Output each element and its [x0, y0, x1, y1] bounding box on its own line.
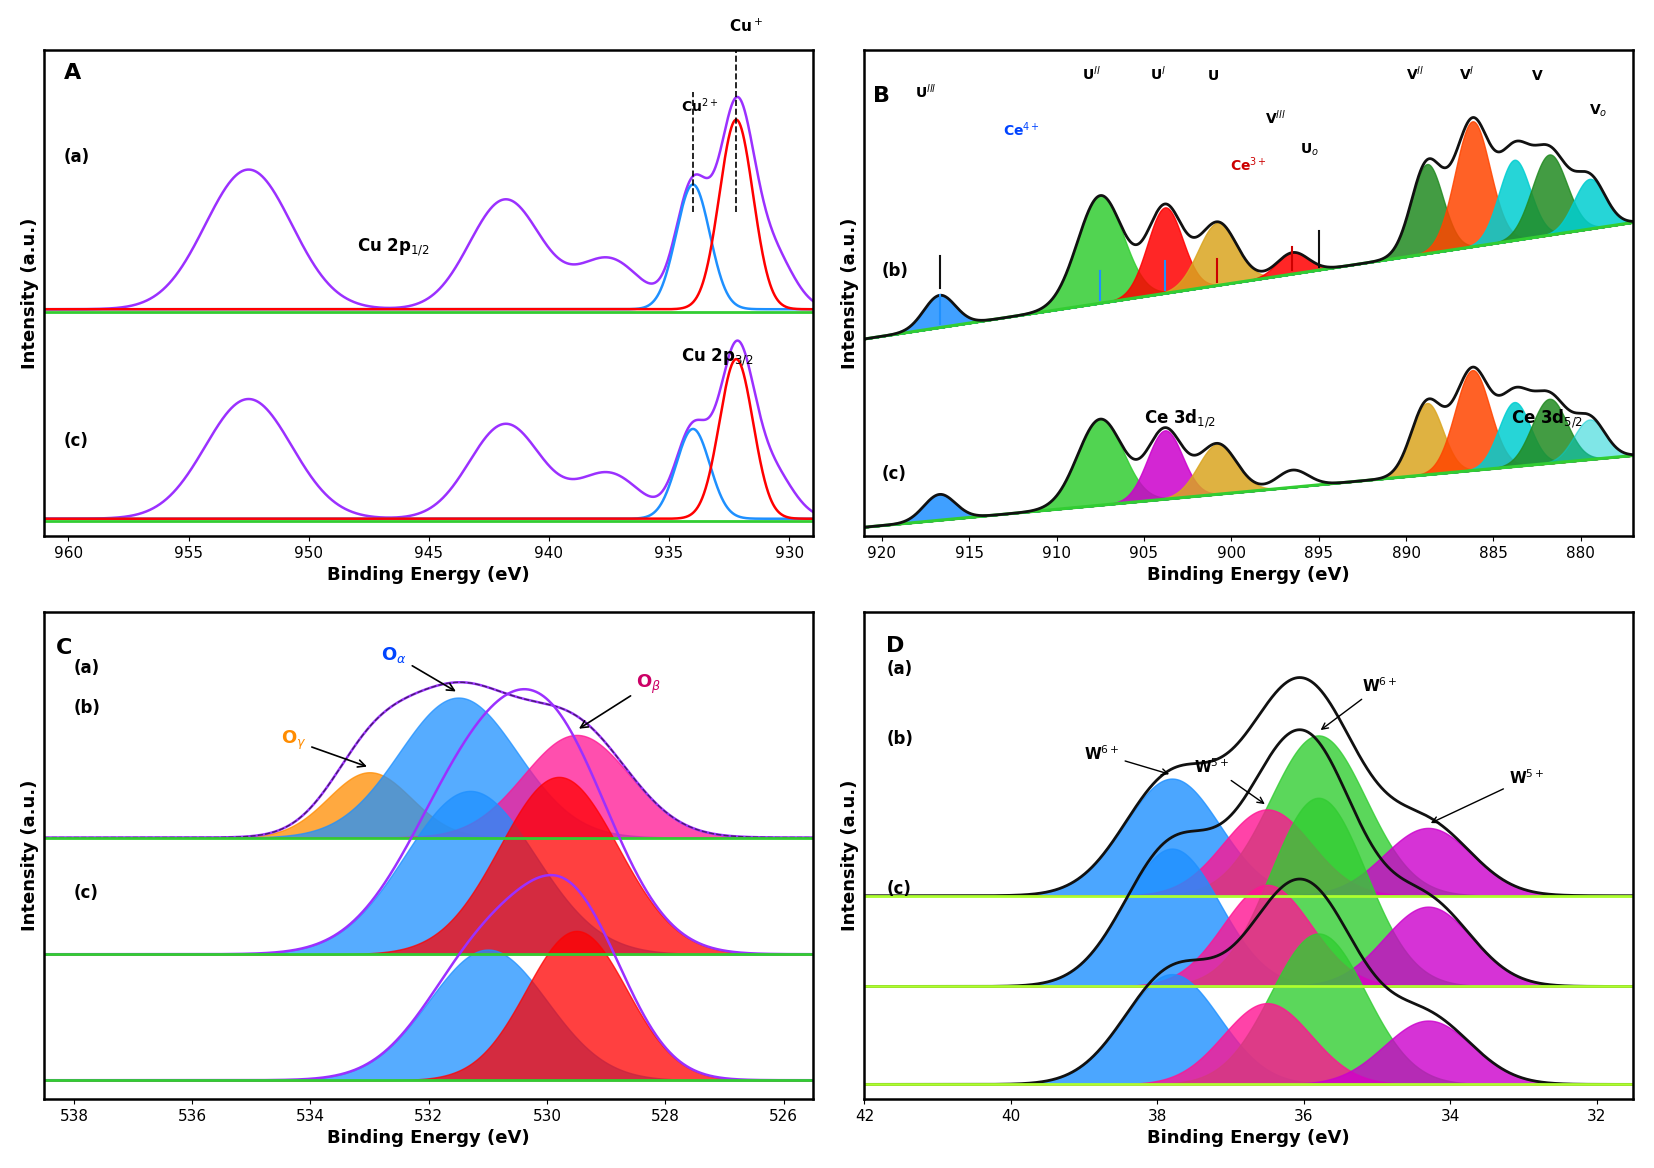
Text: U$_o$: U$_o$ [1300, 141, 1320, 158]
Text: V$^{ll}$: V$^{ll}$ [1406, 65, 1424, 83]
Text: (b): (b) [74, 698, 101, 716]
Text: Ce 3d$_{5/2}$: Ce 3d$_{5/2}$ [1510, 408, 1583, 430]
Y-axis label: Intensity (a.u.): Intensity (a.u.) [840, 217, 858, 369]
Text: D: D [887, 637, 905, 656]
X-axis label: Binding Energy (eV): Binding Energy (eV) [1148, 566, 1350, 584]
Text: (b): (b) [887, 730, 913, 749]
Text: Cu$^{2+}$: Cu$^{2+}$ [681, 97, 718, 116]
Text: (c): (c) [887, 880, 911, 897]
Text: Ce 3d$_{1/2}$: Ce 3d$_{1/2}$ [1145, 408, 1216, 430]
Text: V$^{l}$: V$^{l}$ [1459, 65, 1475, 83]
Text: U$^{l}$: U$^{l}$ [1150, 65, 1166, 83]
Text: Cu$^+$: Cu$^+$ [729, 18, 762, 35]
Text: V: V [1532, 69, 1543, 83]
Y-axis label: Intensity (a.u.): Intensity (a.u.) [22, 780, 38, 931]
Text: Ce$^{4+}$: Ce$^{4+}$ [1004, 120, 1040, 139]
Text: A: A [63, 63, 81, 83]
Text: (c): (c) [74, 884, 99, 903]
X-axis label: Binding Energy (eV): Binding Energy (eV) [1148, 1129, 1350, 1147]
Text: U$^{lll}$: U$^{lll}$ [915, 83, 936, 100]
Text: O$_{\gamma}$: O$_{\gamma}$ [281, 729, 366, 767]
Text: W$^{6+}$: W$^{6+}$ [1322, 676, 1398, 729]
Text: W$^{5+}$: W$^{5+}$ [1432, 769, 1545, 822]
Text: W$^{6+}$: W$^{6+}$ [1083, 745, 1168, 774]
Text: U: U [1207, 69, 1219, 83]
Text: O$_{\alpha}$: O$_{\alpha}$ [382, 645, 455, 690]
Text: O$_{\beta}$: O$_{\beta}$ [581, 673, 662, 728]
Text: V$_o$: V$_o$ [1589, 103, 1608, 119]
X-axis label: Binding Energy (eV): Binding Energy (eV) [327, 1129, 529, 1147]
Text: (a): (a) [887, 660, 913, 677]
Text: V$^{lll}$: V$^{lll}$ [1265, 109, 1285, 126]
Text: B: B [873, 85, 890, 106]
Text: (a): (a) [74, 659, 101, 677]
Text: (c): (c) [882, 465, 906, 482]
Text: Cu 2p$_{3/2}$: Cu 2p$_{3/2}$ [681, 347, 754, 368]
Text: (b): (b) [882, 263, 908, 280]
Text: (a): (a) [63, 148, 89, 166]
Text: Cu 2p$_{1/2}$: Cu 2p$_{1/2}$ [357, 237, 430, 258]
X-axis label: Binding Energy (eV): Binding Energy (eV) [327, 566, 529, 584]
Y-axis label: Intensity (a.u.): Intensity (a.u.) [22, 217, 38, 369]
Text: U$^{ll}$: U$^{ll}$ [1082, 65, 1102, 83]
Text: W$^{5+}$: W$^{5+}$ [1194, 757, 1264, 804]
Text: (c): (c) [63, 432, 88, 451]
Y-axis label: Intensity (a.u.): Intensity (a.u.) [840, 780, 858, 931]
Text: C: C [56, 638, 73, 659]
Text: Ce$^{3+}$: Ce$^{3+}$ [1231, 155, 1267, 174]
